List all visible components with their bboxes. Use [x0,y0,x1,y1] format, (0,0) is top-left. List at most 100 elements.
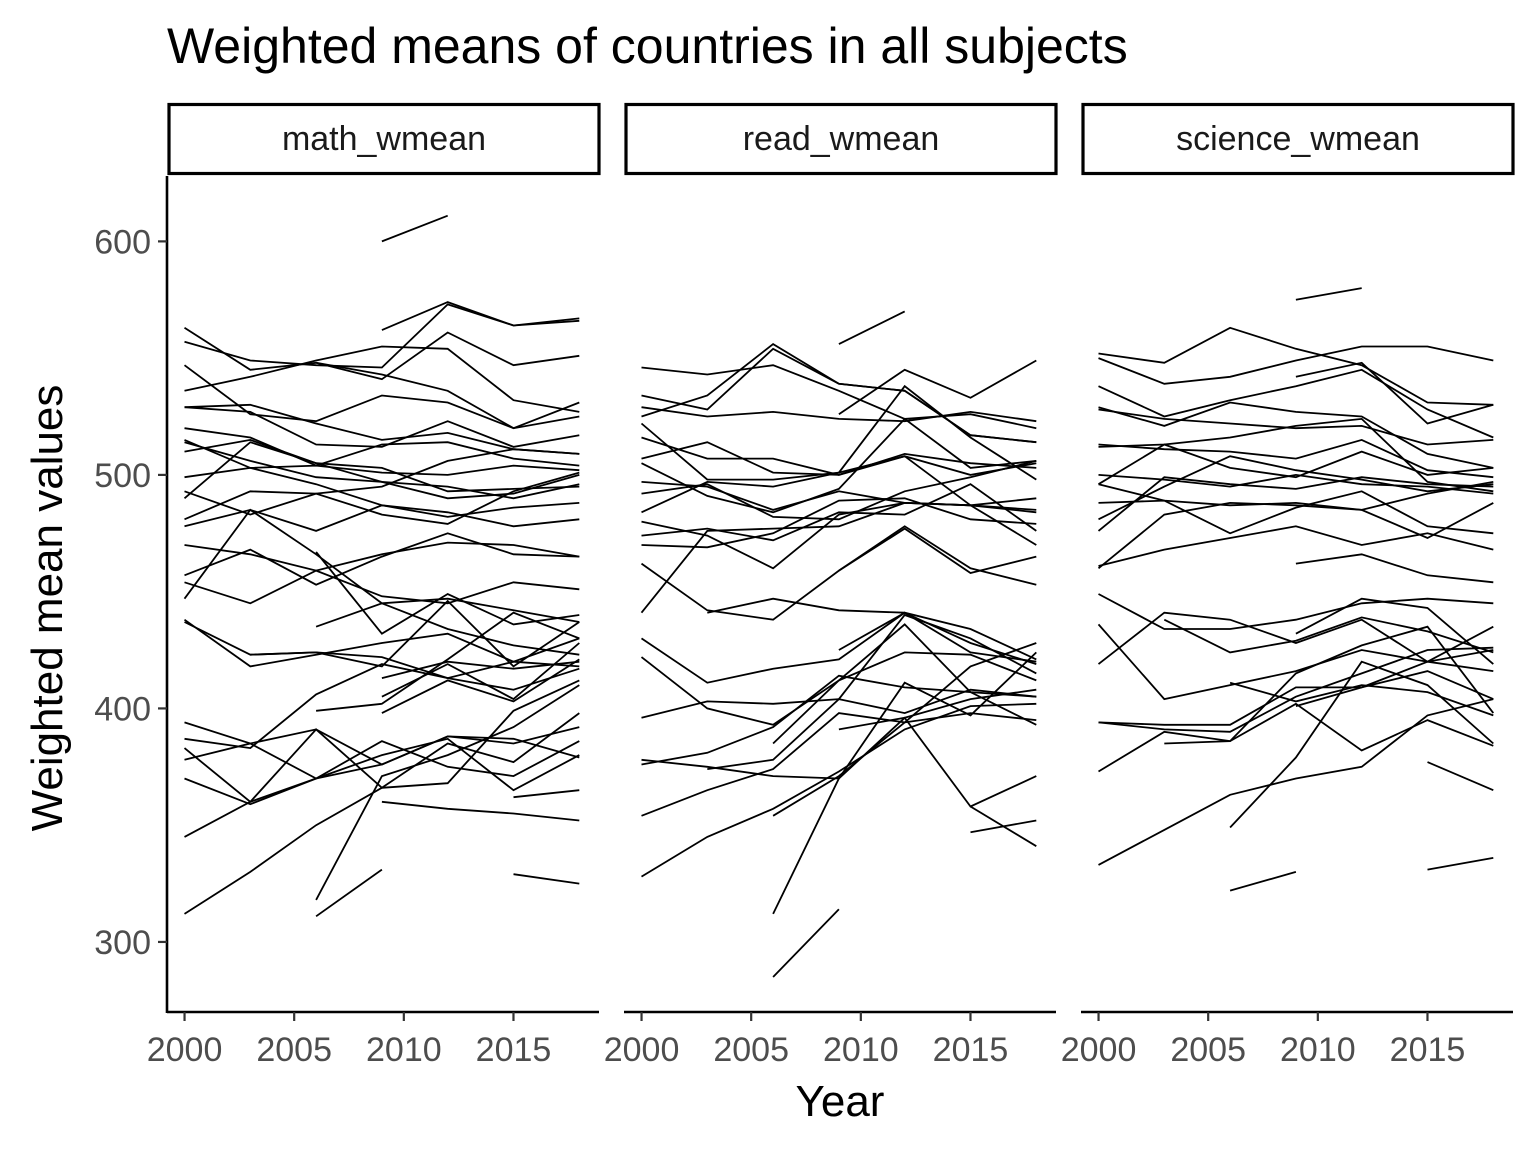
series-line [1295,287,1362,301]
series-line [772,642,1037,817]
y-tick-label: 500 [94,457,151,495]
series-line [381,642,580,701]
facet-strip-label: science_wmean [1176,120,1420,158]
y-tick-label: 300 [94,924,151,962]
series-line [640,501,1037,614]
series-line [1295,361,1494,425]
series-line [315,361,580,430]
series-line [641,460,1037,521]
series-line [1098,646,1494,733]
x-tick-label: 2015 [933,1031,1009,1069]
series-line [641,712,1037,817]
series-line [641,406,1037,423]
series-line [1098,326,1494,406]
y-axis: 300 400 500 600 [94,176,169,1013]
series-line [1098,473,1494,495]
series-line [184,448,580,516]
series-line [1229,681,1494,717]
series-line [513,873,580,885]
facet-panels: math_wmean 2000 2005 2010 2015 read_wmean 2000… [147,102,1515,1069]
series-line [641,417,1037,514]
series-lines [1097,287,1495,892]
series-line [1098,408,1494,446]
series-line [184,541,580,572]
panel-science_wmean: science_wmean 2000 2005 2010 2015 [1061,102,1515,1069]
series-line [183,508,580,623]
series-line [315,868,383,918]
facet-strip-label: math_wmean [282,120,486,158]
series-line [1427,857,1494,871]
series-line [1098,490,1494,535]
x-tick-label: 2015 [476,1031,552,1069]
facet-strip [167,102,601,176]
series-line [184,471,580,525]
series-line [1098,443,1494,485]
series-line [184,303,580,369]
series-line [838,611,1037,665]
series-line [707,597,1037,661]
series-line [1098,670,1494,726]
y-axis-title: Weighted mean values [23,385,72,832]
series-line [1098,593,1494,630]
series-line [184,737,580,806]
series-line [1163,616,1494,654]
series-line [1427,761,1494,792]
series-line [184,679,580,915]
series-line [641,674,1037,766]
series-line [641,702,1037,878]
series-line [184,327,580,381]
x-axis-title: Year [796,1077,885,1126]
series-line [838,310,906,345]
facet-strip [1081,102,1515,176]
series-line [1098,345,1494,385]
x-tick-label: 2000 [147,1031,223,1069]
series-line [184,569,580,605]
series-line [184,438,580,493]
series-line [641,483,1037,542]
chart-title: Weighted means of countries in all subje… [167,18,1128,74]
series-line [381,800,580,822]
series-line [315,551,580,635]
series-line [250,599,580,668]
series-line [184,345,580,413]
x-tick-label: 2015 [1390,1031,1466,1069]
series-line [641,347,1037,444]
series-line [1097,501,1494,569]
x-tick-label: 2005 [1170,1031,1246,1069]
series-line [838,359,1037,415]
panel-math_wmean: math_wmean 2000 2005 2010 2015 [147,102,601,1069]
x-tick-label: 2000 [1061,1031,1137,1069]
series-line [838,527,1037,574]
series-line [184,427,580,467]
series-line [1098,455,1494,521]
series-line [640,611,1037,684]
series-line [1098,702,1494,773]
series-line [1098,438,1494,479]
series-line [184,621,580,680]
series-line [1229,660,1494,829]
x-tick-label: 2005 [256,1031,332,1069]
series-line [381,660,580,679]
facet-strip [624,102,1058,176]
series-line [641,441,1037,476]
series-line [1098,401,1494,469]
panel-read_wmean: read_wmean 2000 2005 2010 2015 [604,102,1058,1069]
x-tick-label: 2010 [1280,1031,1356,1069]
series-lines [183,214,580,918]
series-line [641,343,1037,444]
y-tick-label: 400 [94,690,151,728]
series-line [381,658,580,714]
series-line [1097,476,1494,532]
facet-strip-label: read_wmean [743,120,940,158]
series-line [184,532,580,586]
series-line [1098,698,1494,866]
series-line [707,613,1037,770]
series-line [1164,625,1495,745]
x-tick-label: 2010 [366,1031,442,1069]
series-line [838,688,1037,731]
series-line [772,623,1037,745]
series-line [184,712,580,838]
series-line [970,805,1037,847]
series-line [315,602,580,656]
series-line [183,441,580,500]
